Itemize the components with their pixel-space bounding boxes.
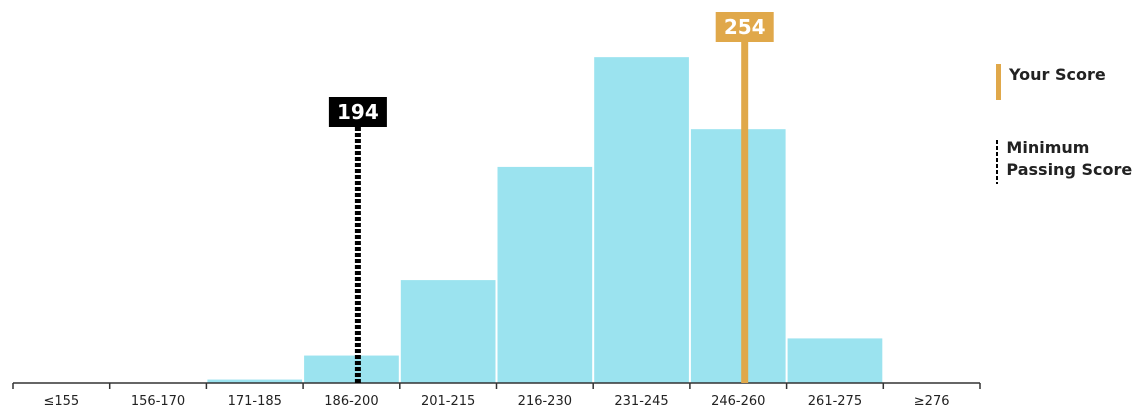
tick-label-231-245: 231-245: [614, 394, 668, 409]
marker-label-box-your-score: [715, 12, 774, 42]
tick-label-201-215: 201-215: [421, 394, 475, 409]
tick-label-261-275: 261-275: [808, 394, 862, 409]
marker-label-your-score: 254: [724, 15, 766, 39]
tick-label-246-260: 246-260: [711, 394, 765, 409]
bar-261-275: [787, 338, 883, 383]
tick-label-156-170: 156-170: [131, 394, 185, 409]
legend-item-your-score: Your Score: [996, 64, 1106, 100]
legend-minimum-passing-score-swatch: [996, 140, 999, 184]
bar-201-215: [400, 280, 496, 383]
x-axis: [12, 382, 981, 389]
histogram-bars: [207, 57, 883, 384]
tick-label-≤155: ≤155: [43, 394, 79, 409]
legend-your-score-label: Your Score: [1009, 65, 1106, 84]
tick-label-216-230: 216-230: [518, 394, 572, 409]
legend-your-score-swatch: [996, 64, 1001, 100]
score-markers: 254 194: [328, 12, 774, 383]
marker-label-box-minimum-passing-score: [328, 97, 387, 127]
tick-label-171-185: 171-185: [228, 394, 282, 409]
tick-label-186-200: 186-200: [324, 394, 378, 409]
marker-label-minimum-passing-score: 194: [337, 100, 379, 124]
bar-246-260: [690, 129, 786, 383]
legend-item-minimum-passing-score: Minimum Passing Score: [996, 137, 1136, 184]
bar-216-230: [497, 166, 593, 383]
bar-171-185: [207, 379, 303, 383]
legend-minimum-passing-score-label: Minimum Passing Score: [1006, 138, 1133, 179]
bar-231-245: [594, 57, 689, 384]
bar-186-200: [304, 355, 399, 383]
x-tick-labels: ≤155 156-170 171-185 186-200 201-215 216-230 2…: [43, 394, 949, 409]
tick-label-≥276: ≥276: [914, 394, 950, 409]
